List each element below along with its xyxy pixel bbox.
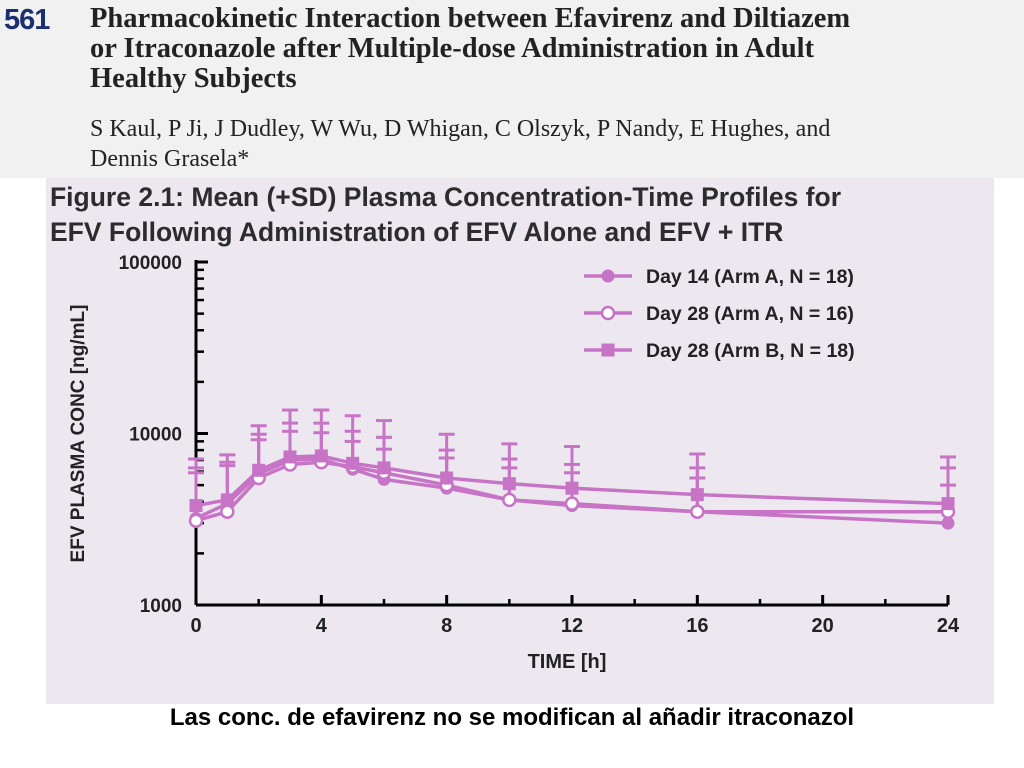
- series-line: [195, 460, 948, 523]
- abstract-title-line: or Itraconazole after Multiple-dose Admi…: [90, 33, 815, 64]
- series-3: [188, 408, 956, 513]
- data-point: [941, 497, 955, 511]
- legend-label: Day 28 (Arm B, N = 18): [646, 340, 855, 362]
- legend-marker: [601, 343, 615, 357]
- x-tick-label: 12: [561, 615, 583, 637]
- slide-caption: Las conc. de efavirenz no se modifican a…: [169, 704, 855, 731]
- data-point: [564, 496, 580, 511]
- x-tick-label: 0: [190, 615, 201, 637]
- legend-marker: [601, 269, 615, 283]
- x-tick-label: 20: [812, 615, 834, 637]
- legend-label: Day 14 (Arm A, N = 18): [646, 266, 854, 288]
- data-point: [189, 499, 203, 513]
- figure-title-line: Figure 2.1: Mean (+SD) Plasma Concentrat…: [50, 182, 842, 212]
- data-point: [690, 504, 705, 519]
- data-point: [502, 477, 516, 491]
- x-axis-title: TIME [h]: [528, 651, 607, 673]
- author-line: Dennis Grasela*: [90, 146, 250, 172]
- data-point: [220, 493, 234, 507]
- data-point: [690, 488, 704, 502]
- figure-title: Figure 2.1: Mean (+SD) Plasma Concentrat…: [50, 180, 1010, 250]
- data-point: [283, 450, 297, 464]
- author-list: S Kaul, P Ji, J Dudley, W Wu, D Whigan, …: [90, 114, 1020, 174]
- figure-title-line: EFV Following Administration of EFV Alon…: [50, 217, 784, 247]
- data-point: [220, 504, 235, 519]
- author-line: S Kaul, P Ji, J Dudley, W Wu, D Whigan, …: [90, 116, 831, 142]
- data-point: [252, 463, 266, 477]
- y-tick-label: 10000: [129, 425, 182, 446]
- legend-label: Day 28 (Arm A, N = 16): [646, 303, 854, 325]
- data-point: [440, 471, 454, 485]
- abstract-title-line: Pharmacokinetic Interaction between Efav…: [90, 3, 851, 34]
- abstract-title-line: Healthy Subjects: [90, 63, 297, 94]
- x-tick-label: 24: [937, 615, 960, 637]
- abstract-title: Pharmacokinetic Interaction between Efav…: [90, 4, 1020, 94]
- x-tick-label: 16: [686, 615, 708, 637]
- x-tick-label: 8: [441, 615, 452, 637]
- data-point: [188, 513, 204, 528]
- data-point: [377, 461, 391, 475]
- data-point: [941, 516, 955, 530]
- x-tick-label: 4: [316, 615, 328, 637]
- data-point: [346, 456, 360, 470]
- abstract-number: 561: [4, 4, 50, 36]
- y-tick-label: 1000: [140, 596, 182, 617]
- y-axis-title: EFV PLASMA CONC [ng/mL]: [68, 305, 89, 563]
- data-point: [314, 449, 328, 463]
- y-tick-label: 100000: [119, 253, 182, 274]
- data-point: [502, 492, 517, 508]
- abstract-header: [0, 0, 1024, 178]
- legend-marker: [600, 305, 616, 321]
- data-point: [565, 481, 579, 495]
